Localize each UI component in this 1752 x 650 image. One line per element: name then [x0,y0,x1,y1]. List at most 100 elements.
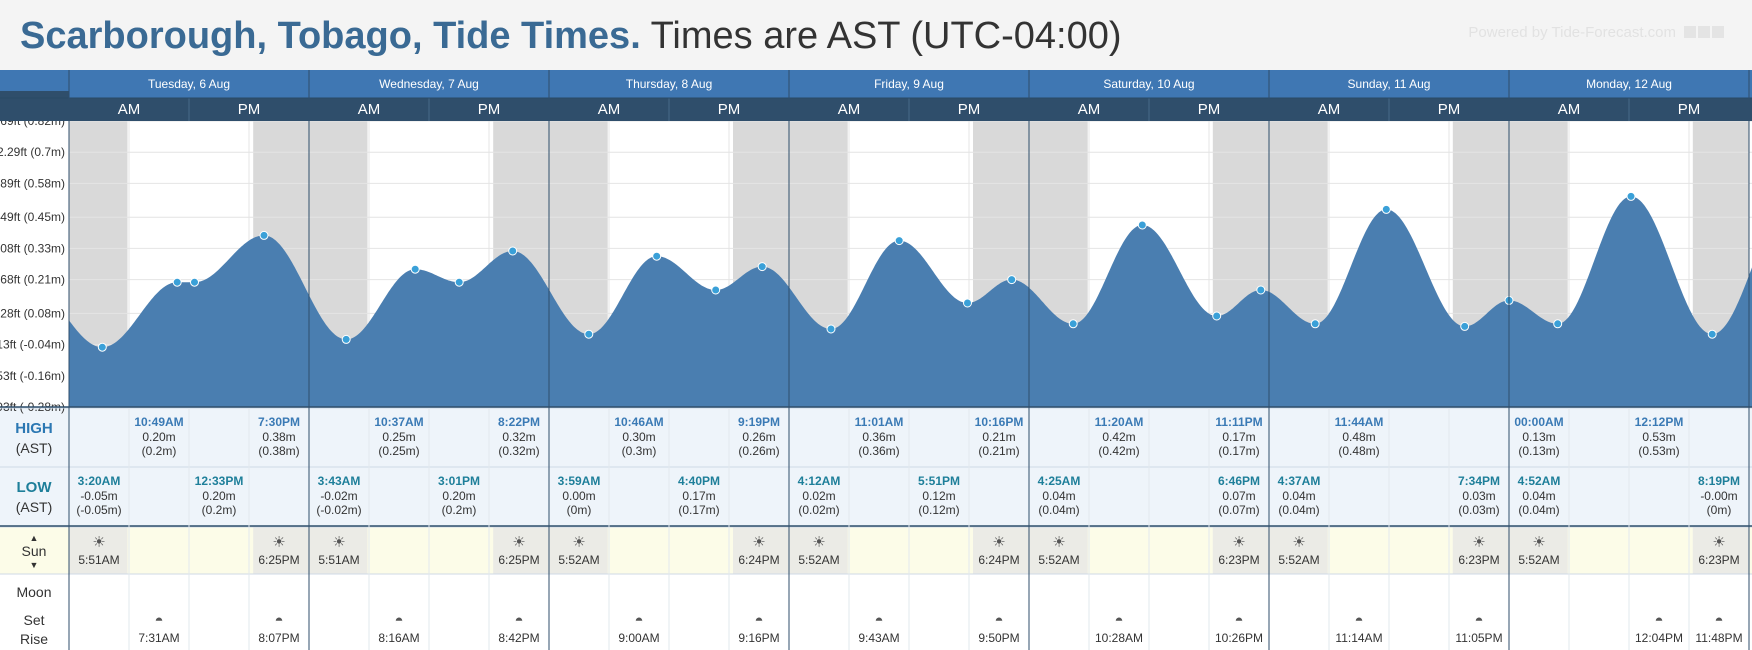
low-tide-point[interactable] [1707,329,1717,339]
moon-time: 11:14AM [1335,631,1382,645]
moon-row-marker [761,574,766,650]
powered-by[interactable]: Powered by Tide-Forecast.com [1468,24,1724,42]
pm-label: PM [958,101,981,118]
moon-icon: ◓ [1474,612,1483,629]
sunset-time: 6:24PM [978,553,1019,567]
high-tide-height-alt: (0.32m) [498,444,539,458]
high-tide-point[interactable] [1626,191,1636,201]
high-tide-point[interactable] [894,236,904,246]
low-tide-height: -0.05m [80,489,117,503]
high-tide-height: 0.32m [502,430,535,444]
low-tide-height-alt: (0.17m) [678,503,719,517]
moon-row-label: Moon [16,584,51,600]
high-row-tz: (AST) [16,440,53,456]
sunrise-icon: ☀ [572,534,585,551]
high-tide-height: 0.48m [1342,430,1375,444]
sun-row-night-morning [789,527,848,574]
moon-icon: ◓ [994,612,1003,629]
low-tide-height-alt: (-0.02m) [316,503,361,517]
sunset-icon: ☀ [512,534,525,551]
low-tide-point[interactable] [963,298,972,308]
high-tide-time: 10:49AM [134,415,183,429]
low-tide-height-alt: (0.02m) [798,503,839,517]
low-tide-point[interactable] [1068,319,1078,329]
high-tide-point[interactable] [757,262,767,272]
high-tide-time: 9:19PM [738,415,780,429]
low-tide-time: 4:40PM [678,474,720,488]
sunrise-icon: ☀ [1292,534,1305,551]
high-tide-point[interactable] [1137,220,1147,230]
sunset-time: 6:23PM [1458,553,1499,567]
sun-row-night-morning [1509,527,1568,574]
high-tide-height-alt: (0.13m) [1518,444,1559,458]
sunset-time: 6:25PM [258,553,299,567]
low-tide-point[interactable] [1212,311,1222,321]
low-tide-time: 3:01PM [438,474,480,488]
high-tide-point[interactable] [172,277,182,287]
high-tide-point[interactable] [259,230,269,240]
day-header-label: Tuesday, 6 Aug [148,77,230,91]
low-tide-point[interactable] [584,329,594,339]
sun-row-night-evening [253,527,309,574]
low-tide-point[interactable] [190,277,199,287]
high-tide-point[interactable] [508,246,518,256]
moon-icon: ◓ [1234,612,1243,629]
low-tide-point[interactable] [1460,321,1470,331]
pm-label: PM [238,101,261,118]
low-tide-point[interactable] [341,334,351,344]
moon-icon: ◓ [1114,612,1123,629]
moon-icon: ◓ [634,612,643,629]
high-tide-point[interactable] [1381,204,1391,214]
low-tide-point[interactable] [97,342,107,352]
sunrise-icon: ☀ [1532,534,1545,551]
high-tide-point[interactable] [1256,285,1266,295]
moon-time: 10:28AM [1095,631,1143,645]
day-header [549,70,789,98]
high-tide-time: 8:22PM [498,415,540,429]
moon-time: 9:50PM [978,631,1019,645]
sunset-icon: ☀ [1472,534,1485,551]
powered-by-text: Powered by Tide-Forecast.com [1468,24,1676,41]
am-label: AM [118,101,141,118]
high-tide-time: 11:20AM [1095,415,1144,429]
high-tide-point[interactable] [410,264,420,274]
high-tide-time: 11:11PM [1215,415,1262,429]
low-tide-height: 0.17m [682,489,715,503]
low-tide-point[interactable] [1553,319,1563,329]
moon-icon: ◓ [1714,612,1723,629]
moon-time: 11:48PM [1695,631,1742,645]
high-tide-point[interactable] [652,251,662,261]
sunrise-time: 5:52AM [1278,553,1319,567]
sun-row-night-evening [493,527,549,574]
y-tick-label: 1.89ft (0.58m) [0,176,65,190]
low-tide-point[interactable] [454,277,464,287]
moon-time: 7:31AM [138,631,179,645]
sun-up-arrow-icon: ▲ [30,533,39,543]
sun-row-night-morning [1269,527,1328,574]
high-tide-height: 0.13m [1522,430,1555,444]
high-tide-height: 0.21m [982,430,1015,444]
low-tide-height-alt: (0m) [1707,503,1732,517]
sunset-time: 6:24PM [738,553,779,567]
high-tide-height-alt: (0.36m) [858,444,899,458]
am-label: AM [358,101,381,118]
low-tide-height: 0.02m [802,489,835,503]
low-tide-point[interactable] [711,285,721,295]
day-header [69,70,309,98]
sunrise-time: 5:52AM [798,553,839,567]
day-header-label: Friday, 9 Aug [874,77,944,91]
moon-icon: ◓ [514,612,523,629]
low-tide-point[interactable] [826,324,836,334]
high-tide-height: 0.26m [742,430,775,444]
high-tide-time: 7:30PM [258,415,300,429]
high-tide-point[interactable] [1007,275,1017,285]
am-label: AM [598,101,621,118]
high-tide-height-alt: (0.38m) [258,444,299,458]
moon-time: 12:04PM [1635,631,1683,645]
high-tide-height: 0.38m [262,430,295,444]
high-tide-time: 10:16PM [975,415,1024,429]
low-tide-height: -0.00m [1700,489,1737,503]
low-tide-point[interactable] [1310,319,1320,329]
high-tide-height-alt: (0.3m) [622,444,657,458]
sunrise-time: 5:52AM [558,553,599,567]
